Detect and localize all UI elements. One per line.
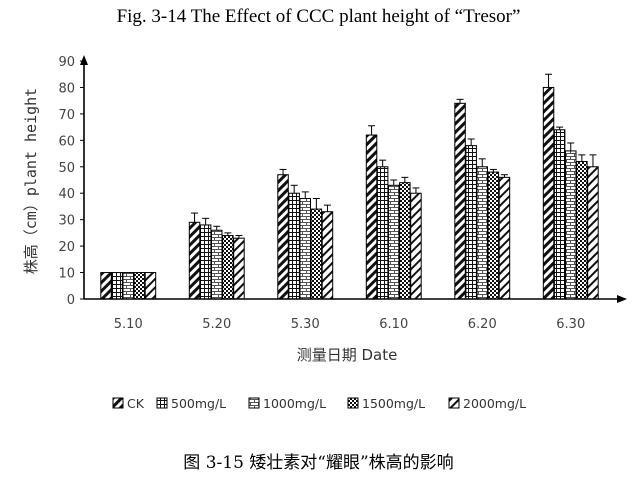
- bar-1000mgl-6-30: [565, 150, 577, 300]
- legend-swatch: [112, 397, 124, 409]
- y-tick-label: 60: [58, 134, 75, 149]
- legend-swatch: [347, 397, 359, 409]
- x-tick-label: 6.10: [379, 317, 408, 332]
- bar-1000mgl-5-10: [122, 272, 134, 300]
- bar-ck-6-20: [454, 102, 466, 300]
- bar-500mgl-6-10: [376, 166, 389, 300]
- x-tick-label: 6.30: [556, 317, 585, 332]
- legend-swatch: [448, 397, 460, 409]
- bar-2000mgl-6-20: [498, 176, 511, 300]
- y-axis-label: 株高（cm）plant height: [22, 88, 40, 274]
- bar-ck-6-10: [365, 134, 378, 300]
- bar-1500mgl-5-20: [222, 235, 234, 300]
- bar-1500mgl-6-10: [399, 182, 411, 300]
- legend-label: 1000mg/L: [263, 396, 326, 411]
- legend-label: 2000mg/L: [463, 396, 526, 411]
- y-tick-label: 70: [58, 108, 75, 123]
- bar-2000mgl-5-10: [144, 272, 157, 300]
- x-axis-arrow: [617, 295, 627, 303]
- y-tick-label: 10: [58, 267, 75, 282]
- bar-ck-5-10: [100, 272, 112, 300]
- bar-2000mgl-5-20: [233, 237, 245, 300]
- bar-1500mgl-5-10: [133, 272, 146, 300]
- y-tick-label: 30: [58, 214, 75, 229]
- bar-1000mgl-5-20: [211, 229, 223, 300]
- chart-title: Fig. 3-14 The Effect of CCC plant height…: [116, 6, 521, 27]
- x-tick-label: 6.20: [468, 317, 497, 332]
- bar-500mgl-5-20: [199, 224, 212, 300]
- y-tick-label: 0: [67, 293, 75, 308]
- legend-label: 500mg/L: [171, 396, 226, 411]
- bar-ck-5-20: [188, 221, 201, 300]
- legend: CK 500mg/L 1000mg/L 1500mg/L 2000mg/L: [112, 396, 526, 411]
- legend-label: CK: [127, 396, 145, 411]
- bar-500mgl-6-20: [465, 145, 477, 300]
- y-tick-label: 90: [58, 55, 75, 70]
- x-axis: 5.10 5.20 5.30 6.10 6.20 6.30: [84, 295, 627, 332]
- bar-1000mgl-6-20: [476, 166, 488, 300]
- bar-1000mgl-5-30: [299, 198, 311, 300]
- x-tick-label: 5.20: [202, 317, 231, 332]
- bar-500mgl-5-10: [111, 272, 123, 300]
- legend-label: 1500mg/L: [362, 396, 425, 411]
- x-axis-label: 测量日期 Date: [297, 346, 398, 364]
- legend-swatch: [248, 397, 260, 409]
- y-tick-label: 50: [58, 161, 75, 176]
- bar-1500mgl-5-30: [310, 208, 323, 300]
- bar-1500mgl-6-30: [576, 160, 588, 300]
- bar-1500mgl-6-20: [487, 171, 500, 300]
- bar-2000mgl-6-30: [587, 166, 599, 300]
- bar-ck-5-30: [277, 174, 289, 300]
- bar-500mgl-6-30: [553, 129, 566, 300]
- x-tick-label: 5.10: [114, 317, 143, 332]
- y-tick-label: 20: [58, 240, 75, 255]
- bar-2000mgl-6-10: [410, 192, 422, 300]
- bar-2000mgl-5-30: [321, 211, 334, 300]
- bar-1000mgl-6-10: [388, 184, 400, 300]
- y-axis: 0 10 20 30 40 50 60 70 80 90: [58, 55, 88, 308]
- bar-500mgl-5-30: [288, 192, 300, 300]
- bar-ck-6-30: [542, 86, 555, 300]
- figure-caption: 图 3-15 矮壮素对“耀眼”株高的影响: [183, 453, 454, 473]
- y-axis-arrow: [80, 55, 88, 65]
- legend-swatch: [156, 397, 168, 409]
- y-tick-label: 40: [58, 187, 75, 202]
- bars: [100, 73, 599, 300]
- x-tick-label: 5.30: [291, 317, 320, 332]
- y-tick-label: 80: [58, 81, 75, 96]
